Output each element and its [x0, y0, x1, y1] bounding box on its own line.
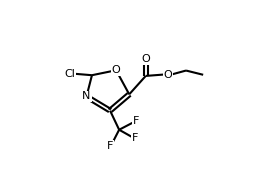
Text: N: N [82, 91, 91, 101]
Text: F: F [132, 133, 139, 143]
Text: F: F [133, 116, 139, 126]
Text: O: O [112, 65, 120, 75]
Text: F: F [107, 141, 113, 151]
Text: Cl: Cl [64, 69, 75, 79]
Text: O: O [164, 70, 172, 79]
Text: O: O [141, 54, 150, 64]
